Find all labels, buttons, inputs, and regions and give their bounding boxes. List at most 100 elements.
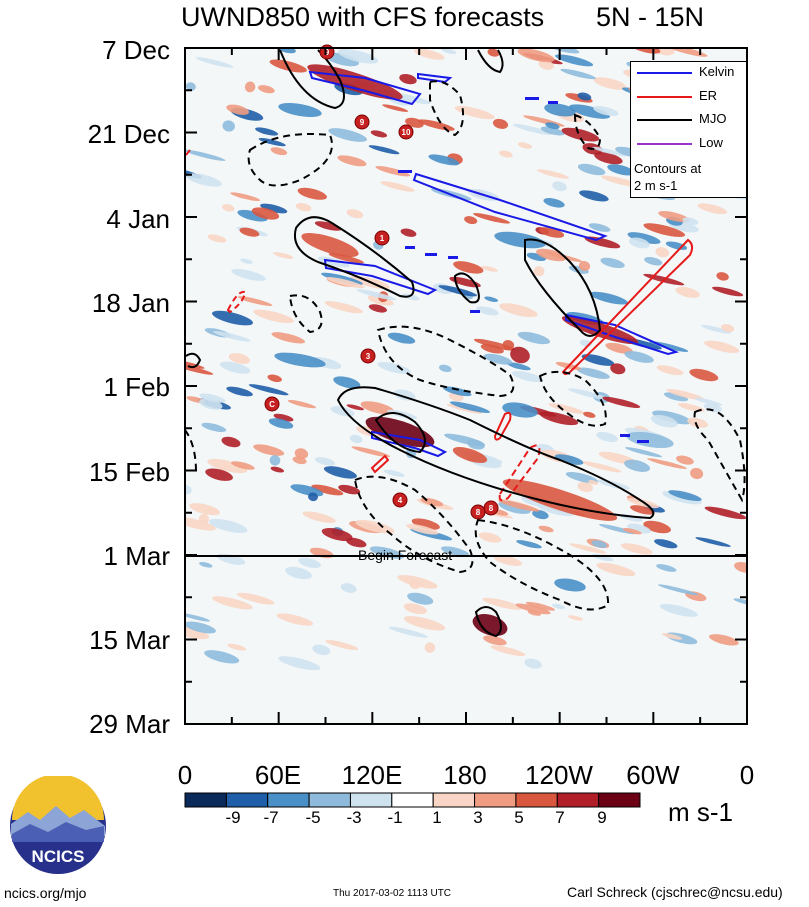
anomaly-cell — [588, 480, 599, 485]
anomaly-cell — [524, 658, 542, 669]
anomaly-cell — [325, 52, 360, 67]
legend-note: Contours at 2 m s-1 — [634, 160, 701, 194]
kelvin-contour — [308, 70, 422, 106]
anomaly-cell — [652, 410, 692, 425]
colorbar-label: -1 — [387, 808, 403, 827]
kelvin-contours — [308, 70, 680, 458]
anomaly-cell — [695, 537, 731, 547]
anomaly-cell — [594, 152, 623, 165]
anomaly-core — [544, 103, 576, 117]
colorbar-swatch — [225, 792, 269, 808]
tc-icon — [354, 114, 370, 130]
kelvin-dash — [525, 97, 539, 100]
anomaly-cell — [464, 216, 478, 225]
anomaly-cell — [483, 635, 507, 646]
anomaly-cell — [239, 227, 260, 237]
anomaly-cell — [622, 528, 642, 535]
mjo-contour — [374, 412, 426, 454]
er-contour — [561, 238, 694, 375]
anomaly-cell — [596, 562, 636, 577]
kelvin-dash — [398, 170, 412, 173]
colorbar-swatch — [474, 792, 517, 808]
anomaly-cell — [663, 392, 689, 402]
anomaly-cell — [493, 555, 523, 566]
x-tick-label: 180 — [443, 760, 487, 790]
anomaly-cell — [298, 557, 321, 569]
anomaly-cell — [581, 461, 622, 473]
anomaly-cell — [370, 130, 388, 138]
anomaly-cell — [687, 417, 708, 428]
anomaly-cell — [185, 624, 210, 640]
anomaly-cell — [482, 597, 523, 610]
legend-swatch — [637, 72, 692, 74]
colorbar-label: -7 — [263, 808, 279, 827]
anomaly-cell — [630, 505, 655, 515]
anomaly-cell — [668, 490, 702, 502]
anomaly-cell — [230, 192, 261, 202]
anomaly-cell — [593, 105, 619, 117]
anomaly-cell — [185, 621, 216, 634]
mjo-contour — [353, 475, 474, 574]
anomaly-cell — [185, 516, 216, 531]
mjo-contour — [185, 429, 197, 473]
anomaly-cell — [228, 353, 251, 364]
anomaly-cell — [375, 166, 411, 177]
tc-label: 1 — [380, 234, 385, 243]
anomaly-cell — [260, 203, 288, 214]
legend-item-mjo: MJO — [631, 111, 746, 129]
anomaly-cell — [481, 265, 498, 272]
mjo-contour — [474, 606, 502, 638]
anomaly-cell — [222, 204, 235, 212]
ncics-logo: NCICS — [10, 776, 106, 874]
anomaly-cell — [555, 54, 594, 67]
kelvin-contour — [371, 430, 448, 458]
anomaly-cell — [443, 386, 472, 397]
anomaly-cell — [449, 401, 490, 413]
anomaly-cell — [236, 592, 275, 605]
anomaly-cell — [551, 603, 566, 610]
anomaly-cell — [543, 198, 565, 208]
anomaly-cell — [561, 127, 600, 142]
anomaly-cell — [312, 644, 331, 656]
anomaly-cell — [583, 411, 596, 418]
anomaly-cell — [525, 601, 556, 611]
begin-forecast-label: Begin Forecast — [358, 547, 453, 563]
anomaly-cell — [578, 261, 591, 271]
anomaly-cell — [577, 163, 606, 176]
anomaly-cell — [189, 503, 220, 516]
legend: Kelvin ER MJO Low Contours at 2 m s-1 — [630, 61, 747, 198]
anomaly-cell — [647, 458, 687, 469]
anomaly-cell — [659, 603, 698, 617]
anomaly-cell — [403, 603, 427, 615]
colorbar-label: -9 — [225, 808, 241, 827]
kelvin-dash — [620, 434, 630, 437]
anomaly-cell — [704, 506, 747, 520]
anomaly-cell — [321, 528, 353, 541]
anomaly-cell — [656, 365, 684, 376]
anomaly-cell — [689, 368, 719, 382]
anomaly-cell — [568, 615, 583, 621]
anomaly-cell — [407, 592, 434, 605]
anomaly-cell — [568, 104, 611, 119]
anomaly-cell — [346, 209, 364, 219]
anomaly-core — [626, 431, 674, 449]
legend-swatch — [637, 96, 692, 98]
anomaly-cell — [231, 268, 266, 281]
anomaly-cell — [273, 413, 294, 422]
footer-author: Carl Schreck (cjschrec@ncsu.edu) — [567, 884, 783, 900]
anomaly-cell — [589, 291, 628, 305]
anomaly-cell — [576, 367, 610, 379]
anomaly-cell — [237, 296, 273, 306]
anomaly-cell — [628, 237, 650, 249]
legend-item-er: ER — [631, 88, 746, 106]
anomaly-cell — [405, 117, 424, 128]
legend-item-low: Low — [631, 135, 746, 153]
anomaly-cell — [244, 81, 256, 93]
x-tick-label: 120W — [525, 760, 593, 790]
anomaly-cell — [253, 444, 285, 456]
title-region: 5N - 15N — [596, 2, 705, 32]
colorbar-swatch — [308, 792, 351, 808]
anomaly-cell — [211, 310, 254, 326]
anomaly-cell — [532, 509, 549, 520]
anomaly-cell — [368, 304, 387, 313]
